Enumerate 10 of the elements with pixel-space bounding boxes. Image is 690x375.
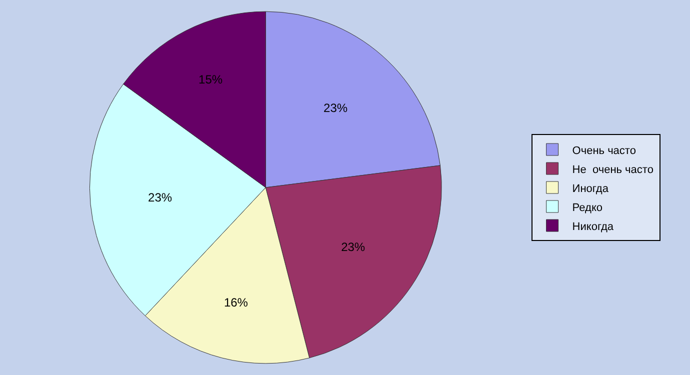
- data-label: 23%: [324, 101, 348, 116]
- data-label: 15%: [198, 72, 223, 87]
- legend-label: Не очень часто: [572, 164, 654, 176]
- legend-label: Редко: [572, 202, 603, 214]
- legend-label: Иногда: [572, 182, 610, 195]
- legend-label: Никогда: [572, 220, 614, 233]
- legend-label: Очень часто: [572, 144, 636, 157]
- data-label: 16%: [224, 296, 248, 310]
- data-label: 23%: [341, 240, 366, 254]
- data-label: 23%: [148, 190, 172, 204]
